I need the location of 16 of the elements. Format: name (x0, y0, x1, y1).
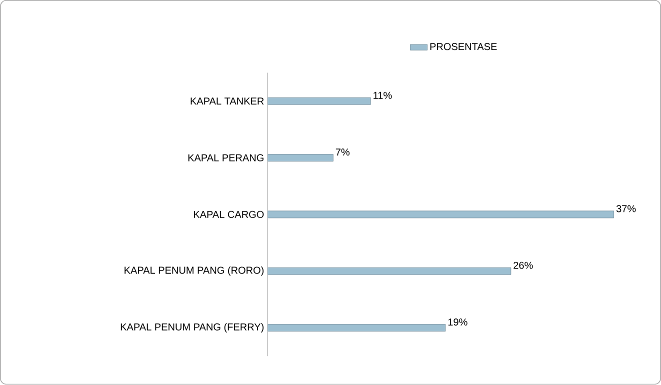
y-tick-label: KAPAL TANKER (190, 98, 264, 105)
data-label: 11% (374, 92, 392, 100)
bar (268, 98, 371, 105)
legend-label: PROSENTASE (430, 43, 497, 50)
y-tick-label: KAPAL CARGO (194, 211, 264, 218)
data-label: 19% (448, 318, 468, 326)
y-tick-label: KAPAL PENUM PANG (RORO) (124, 266, 264, 276)
data-label: 37% (616, 205, 636, 212)
data-label: 26% (514, 262, 533, 270)
bar (268, 268, 512, 275)
bar (268, 324, 446, 332)
bar (268, 154, 334, 162)
bar (268, 210, 614, 218)
y-tick-label: KAPAL PERANG (188, 154, 264, 162)
data-label: 7% (336, 148, 350, 156)
y-tick-label: KAPAL PENUM PANG (FERRY) (120, 323, 264, 333)
